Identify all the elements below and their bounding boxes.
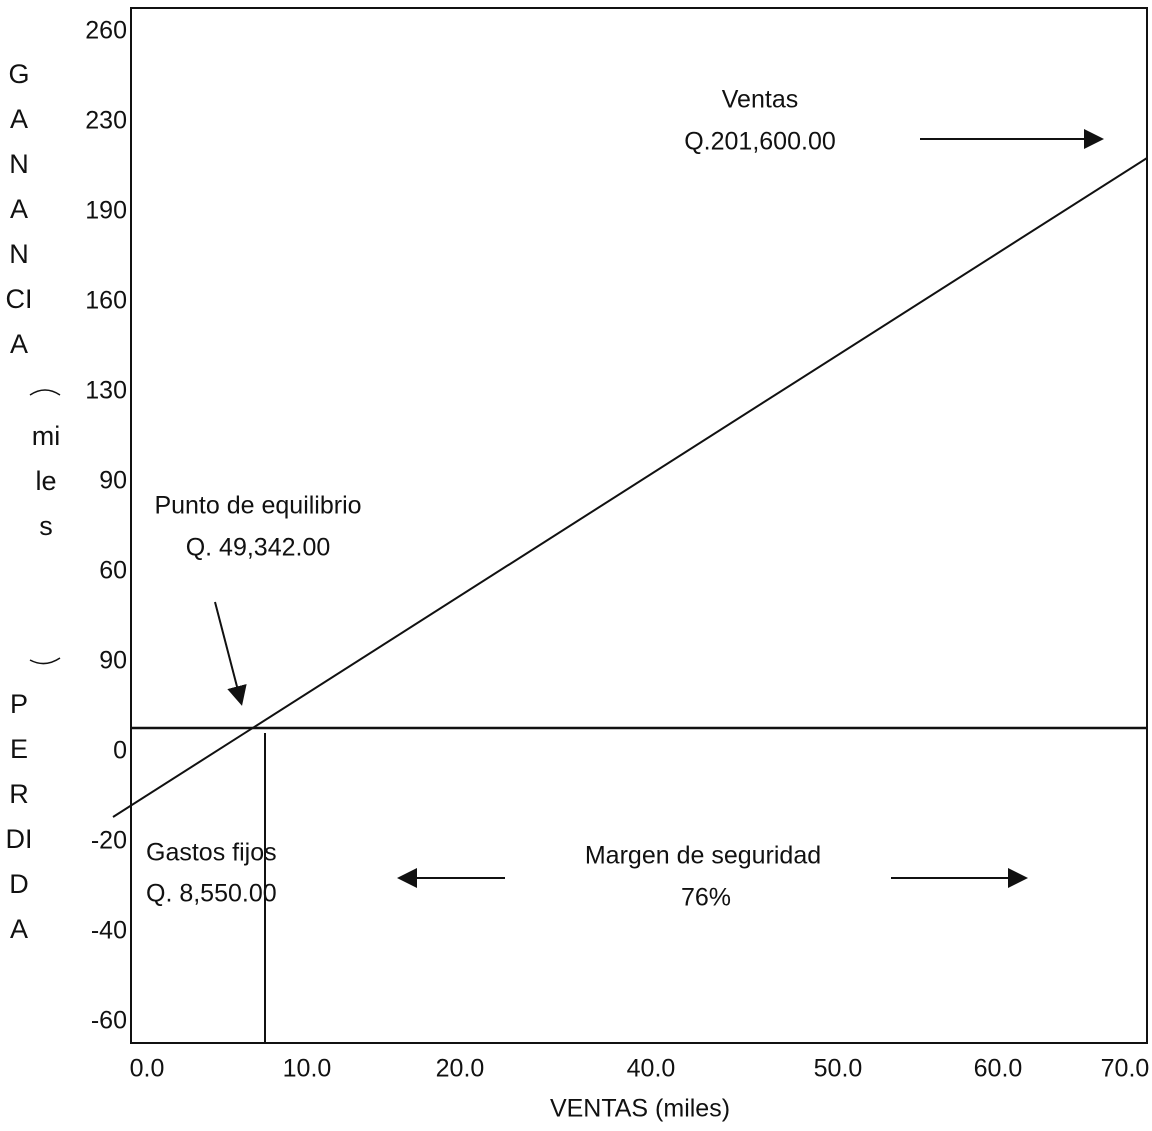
y-tick-label: -20	[91, 827, 127, 855]
annotation: 76%	[681, 884, 731, 912]
y-tick-label: -40	[91, 917, 127, 945]
y-label-bottom: PERDIDA	[5, 689, 33, 944]
plot-frame	[130, 7, 1148, 1044]
y-tick-label: 90	[99, 647, 127, 675]
x-tick-label: 10.0	[283, 1055, 332, 1083]
paren	[29, 389, 61, 396]
annotation: Punto de equilibrio	[154, 492, 361, 520]
x-axis-label: VENTAS (miles)	[550, 1095, 730, 1123]
y-label-top: GANANCIA	[5, 59, 33, 359]
y-tick-label: 260	[85, 17, 127, 45]
y-tick-label: 230	[85, 107, 127, 135]
y-tick-label: 190	[85, 197, 127, 225]
sales-line	[112, 157, 1148, 818]
y-tick-label: -60	[91, 1007, 127, 1035]
y-tick-label: 60	[99, 557, 127, 585]
x-tick-label: 50.0	[814, 1055, 863, 1083]
y-tick-label: 130	[85, 377, 127, 405]
annotation: Margen de seguridad	[585, 842, 821, 870]
annotation: Q.201,600.00	[684, 128, 836, 156]
annotation: Gastos fijos	[146, 839, 277, 867]
y-label-middle: miles	[31, 421, 61, 541]
x-tick-label: 0.0	[130, 1055, 165, 1083]
arrow	[214, 601, 247, 706]
x-tick-label: 20.0	[436, 1055, 485, 1083]
y-tick-label: 0	[113, 737, 127, 765]
x-tick-label: 70.0	[1101, 1055, 1150, 1083]
annotation: Q. 49,342.00	[186, 534, 331, 562]
paren	[29, 657, 61, 665]
x-tick-label: 40.0	[627, 1055, 676, 1083]
y-tick-label: 90	[99, 467, 127, 495]
annotation: Ventas	[722, 86, 798, 114]
y-tick-label: 160	[85, 287, 127, 315]
annotation: Q. 8,550.00	[146, 880, 277, 908]
x-tick-label: 60.0	[974, 1055, 1023, 1083]
